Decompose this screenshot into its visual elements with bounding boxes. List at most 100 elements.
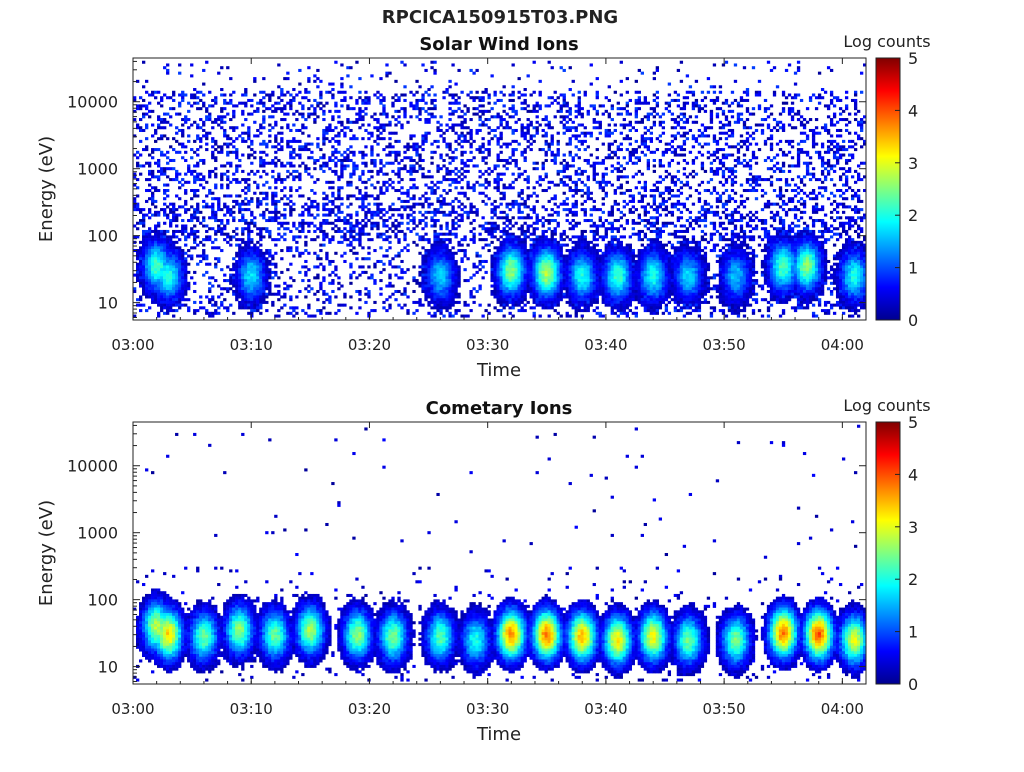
- heatmap-cell: [521, 252, 524, 255]
- heatmap-cell: [178, 255, 181, 258]
- heatmap-cell: [475, 211, 478, 214]
- heatmap-cell: [367, 137, 370, 140]
- heatmap-cell: [205, 194, 208, 197]
- heatmap-cell: [376, 121, 379, 124]
- heatmap-cell: [217, 260, 220, 263]
- heatmap-cell: [509, 312, 512, 315]
- heatmap-cell: [340, 164, 343, 167]
- heatmap-cell: [403, 156, 406, 159]
- heatmap-cell: [493, 246, 496, 249]
- heatmap-cell: [563, 99, 566, 102]
- heatmap-cell: [572, 241, 575, 244]
- heatmap-cell: [391, 222, 394, 225]
- heatmap-cell: [160, 252, 163, 255]
- heatmap-cell: [439, 154, 442, 157]
- heatmap-cell: [433, 222, 436, 225]
- heatmap-cell: [274, 214, 277, 217]
- heatmap-cell: [139, 173, 142, 176]
- heatmap-cell: [247, 145, 250, 148]
- heatmap-cell: [575, 257, 578, 260]
- heatmap-cell: [500, 230, 503, 233]
- heatmap-cell: [448, 304, 451, 307]
- heatmap-cell: [539, 104, 542, 107]
- heatmap-cell: [500, 203, 503, 206]
- heatmap-cell: [175, 282, 178, 285]
- heatmap-cell: [503, 211, 506, 214]
- heatmap-cell: [163, 118, 166, 121]
- heatmap-cell: [521, 227, 524, 230]
- heatmap-cell: [184, 260, 187, 263]
- heatmap-cell: [361, 203, 364, 206]
- heatmap-cell: [367, 265, 370, 268]
- heatmap-cell: [509, 265, 512, 268]
- heatmap-cell: [563, 200, 566, 203]
- heatmap-cell: [154, 265, 157, 268]
- heatmap-cell: [328, 156, 331, 159]
- heatmap-cell: [319, 96, 322, 99]
- heatmap-cell: [154, 268, 157, 271]
- heatmap-cell: [524, 216, 527, 219]
- heatmap-cell: [497, 309, 500, 312]
- heatmap-cell: [307, 167, 310, 170]
- heatmap-cell: [190, 276, 193, 279]
- heatmap-cell: [244, 276, 247, 279]
- heatmap-cell: [154, 295, 157, 298]
- heatmap-cell: [487, 151, 490, 154]
- heatmap-cell: [406, 194, 409, 197]
- heatmap-cell: [536, 298, 539, 301]
- heatmap-cell: [298, 140, 301, 143]
- heatmap-cell: [259, 268, 262, 271]
- heatmap-cell: [551, 208, 554, 211]
- heatmap-cell: [193, 211, 196, 214]
- heatmap-cell: [250, 285, 253, 288]
- heatmap-cell: [433, 282, 436, 285]
- heatmap-cell: [244, 257, 247, 260]
- heatmap-cell: [424, 175, 427, 178]
- heatmap-cell: [515, 129, 518, 132]
- heatmap-cell: [572, 285, 575, 288]
- heatmap-cell: [569, 107, 572, 110]
- heatmap-cell: [397, 121, 400, 124]
- heatmap-cell: [298, 290, 301, 293]
- heatmap-cell: [521, 263, 524, 266]
- heatmap-cell: [524, 263, 527, 266]
- heatmap-cell: [394, 298, 397, 301]
- heatmap-cell: [460, 173, 463, 176]
- heatmap-cell: [151, 192, 154, 195]
- heatmap-cell: [572, 252, 575, 255]
- heatmap-cell: [154, 279, 157, 282]
- heatmap-cell: [524, 271, 527, 274]
- heatmap-cell: [262, 126, 265, 129]
- heatmap-cell: [515, 241, 518, 244]
- heatmap-cell: [298, 252, 301, 255]
- heatmap-cell: [184, 151, 187, 154]
- heatmap-cell: [148, 189, 151, 192]
- heatmap-cell: [166, 295, 169, 298]
- heatmap-cell: [518, 246, 521, 249]
- heatmap-cell: [178, 151, 181, 154]
- heatmap-cell: [142, 219, 145, 222]
- heatmap-cell: [370, 276, 373, 279]
- heatmap-cell: [148, 293, 151, 296]
- heatmap-cell: [298, 175, 301, 178]
- heatmap-cell: [271, 304, 274, 307]
- heatmap-cell: [445, 257, 448, 260]
- heatmap-cell: [421, 260, 424, 263]
- heatmap-cell: [307, 224, 310, 227]
- heatmap-cell: [442, 159, 445, 162]
- heatmap-cell: [208, 216, 211, 219]
- heatmap-cell: [424, 257, 427, 260]
- heatmap-cell: [548, 315, 551, 318]
- heatmap-cell: [560, 115, 563, 118]
- heatmap-cell: [250, 99, 253, 102]
- heatmap-cell: [151, 197, 154, 200]
- heatmap-cell: [376, 194, 379, 197]
- heatmap-cell: [460, 134, 463, 137]
- heatmap-cell: [503, 222, 506, 225]
- heatmap-cell: [527, 257, 530, 260]
- heatmap-cell: [256, 184, 259, 187]
- heatmap-cell: [175, 178, 178, 181]
- heatmap-cell: [530, 194, 533, 197]
- heatmap-cell: [295, 118, 298, 121]
- heatmap-cell: [424, 137, 427, 140]
